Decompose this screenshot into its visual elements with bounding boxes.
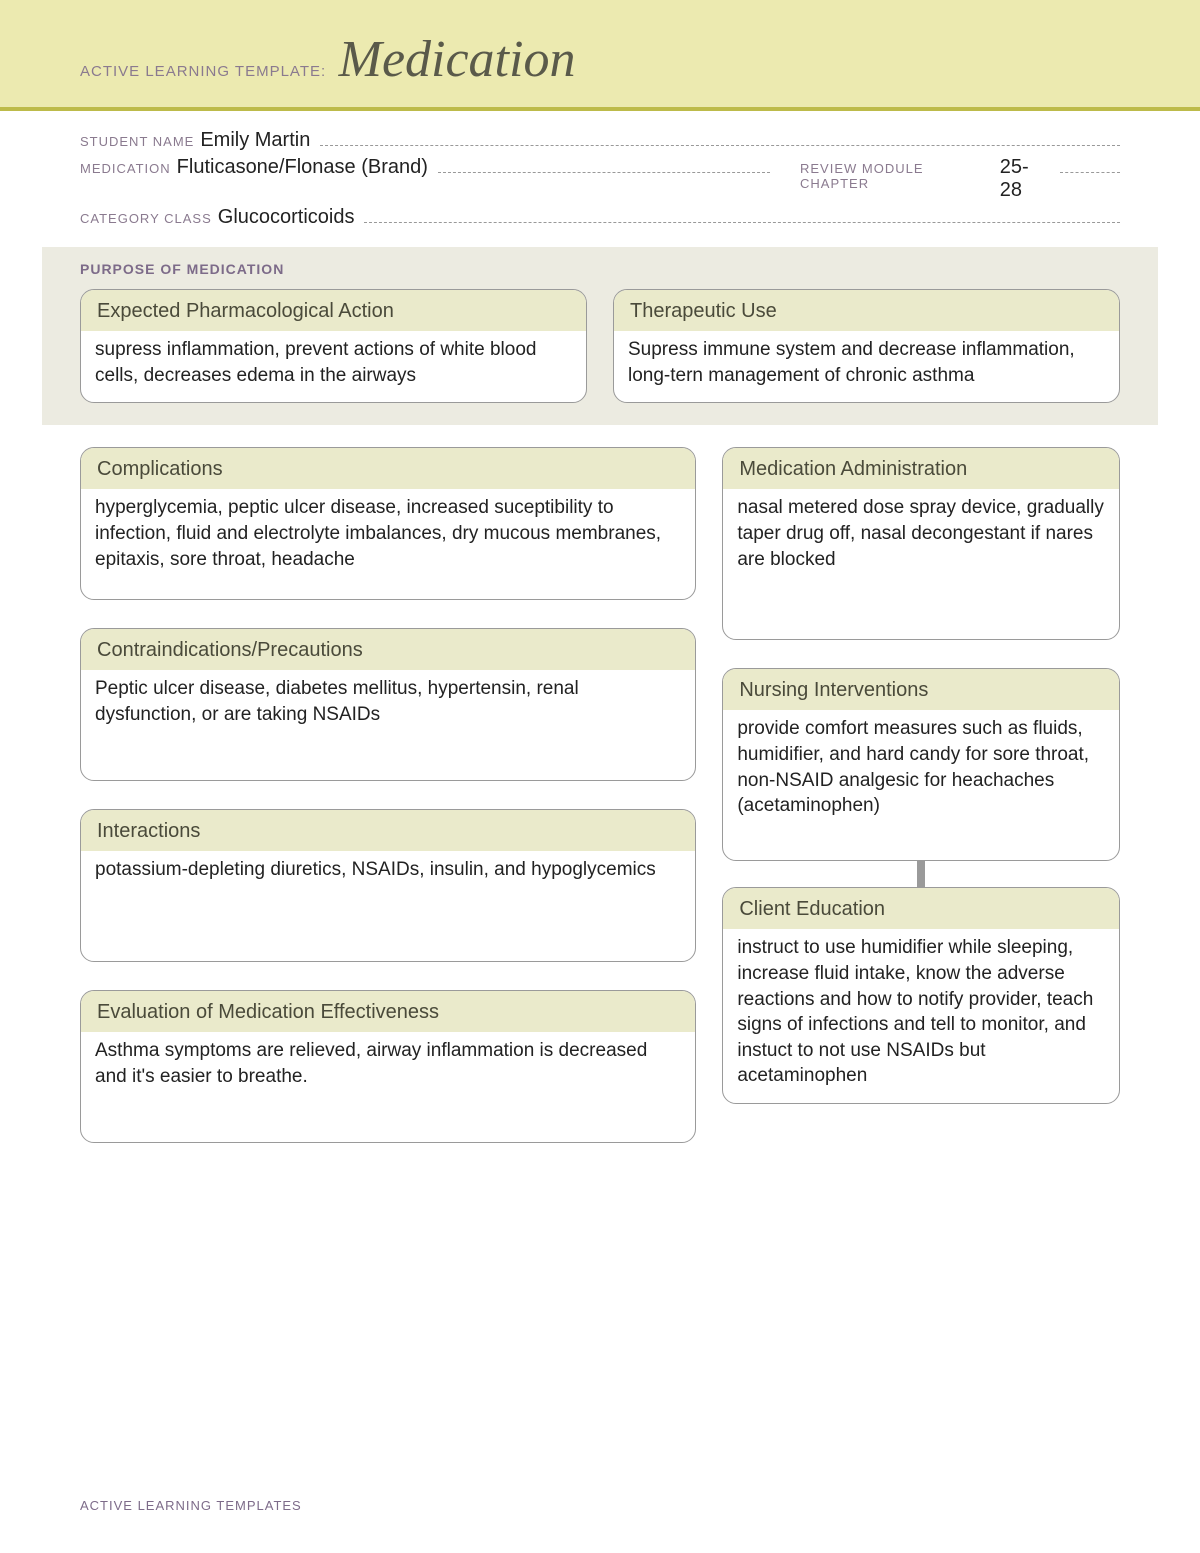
underline	[1060, 157, 1120, 173]
box-title: Expected Pharmacological Action	[81, 290, 586, 331]
box-therapeutic-use: Therapeutic Use Supress immune system an…	[613, 289, 1120, 403]
connector-line	[917, 861, 925, 887]
box-contraindications: Contraindications/Precautions Peptic ulc…	[80, 628, 696, 781]
underline	[320, 130, 1120, 146]
medication-label: MEDICATION	[80, 161, 171, 176]
purpose-section-title: PURPOSE OF MEDICATION	[80, 261, 1120, 277]
header-prefix: ACTIVE LEARNING TEMPLATE:	[80, 63, 326, 80]
box-complications: Complications hyperglycemia, peptic ulce…	[80, 447, 696, 600]
box-body: Supress immune system and decrease infla…	[614, 331, 1119, 402]
box-body: Asthma symptoms are relieved, airway inf…	[81, 1032, 695, 1142]
box-title: Complications	[81, 448, 695, 489]
meta-block: STUDENT NAME Emily Martin MEDICATION Flu…	[0, 111, 1200, 247]
medication-value: Fluticasone/Flonase (Brand)	[177, 156, 428, 179]
box-body: potassium-depleting diuretics, NSAIDs, i…	[81, 851, 695, 961]
page-title: Medication	[339, 30, 576, 89]
review-chapter-label: REVIEW MODULE CHAPTER	[800, 161, 994, 191]
right-column: Medication Administration nasal metered …	[722, 447, 1120, 1143]
review-chapter-value: 25-28	[1000, 156, 1050, 202]
box-body: instruct to use humidifier while sleepin…	[723, 929, 1119, 1103]
purpose-section: PURPOSE OF MEDICATION Expected Pharmacol…	[42, 247, 1158, 425]
box-title: Contraindications/Precautions	[81, 629, 695, 670]
spacer	[722, 640, 1120, 668]
category-label: CATEGORY CLASS	[80, 211, 212, 226]
box-body: nasal metered dose spray device, gradual…	[723, 489, 1119, 639]
box-title: Therapeutic Use	[614, 290, 1119, 331]
box-title: Interactions	[81, 810, 695, 851]
box-body: Peptic ulcer disease, diabetes mellitus,…	[81, 670, 695, 780]
box-title: Evaluation of Medication Effectiveness	[81, 991, 695, 1032]
student-name-value: Emily Martin	[200, 129, 310, 152]
footer-text: ACTIVE LEARNING TEMPLATES	[80, 1498, 302, 1513]
box-body: provide comfort measures such as fluids,…	[723, 710, 1119, 860]
box-evaluation: Evaluation of Medication Effectiveness A…	[80, 990, 696, 1143]
main-grid: Complications hyperglycemia, peptic ulce…	[80, 447, 1120, 1143]
category-value: Glucocorticoids	[218, 206, 355, 229]
box-title: Nursing Interventions	[723, 669, 1119, 710]
box-title: Medication Administration	[723, 448, 1119, 489]
header-band: ACTIVE LEARNING TEMPLATE: Medication	[0, 0, 1200, 111]
box-administration: Medication Administration nasal metered …	[722, 447, 1120, 640]
box-title: Client Education	[723, 888, 1119, 929]
student-name-label: STUDENT NAME	[80, 134, 194, 149]
box-interactions: Interactions potassium-depleting diureti…	[80, 809, 696, 962]
box-pharm-action: Expected Pharmacological Action supress …	[80, 289, 587, 403]
box-client-education: Client Education instruct to use humidif…	[722, 887, 1120, 1104]
left-column: Complications hyperglycemia, peptic ulce…	[80, 447, 696, 1143]
box-body: supress inflammation, prevent actions of…	[81, 331, 586, 402]
box-nursing: Nursing Interventions provide comfort me…	[722, 668, 1120, 861]
box-body: hyperglycemia, peptic ulcer disease, inc…	[81, 489, 695, 599]
underline	[438, 157, 770, 173]
underline	[364, 207, 1120, 223]
